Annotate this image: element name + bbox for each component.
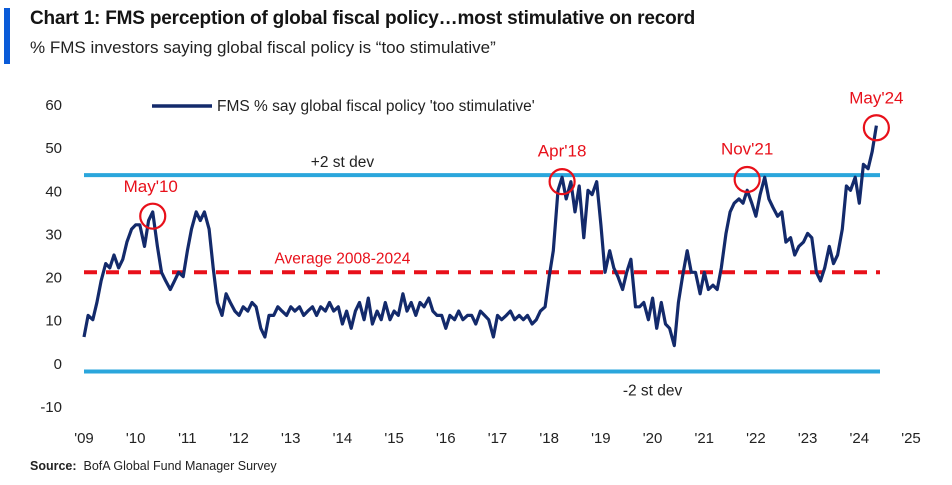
y-tick-label: 0 bbox=[54, 356, 62, 373]
x-tick-label: '25 bbox=[901, 430, 921, 447]
x-tick-label: '15 bbox=[384, 430, 404, 447]
annotation-circle bbox=[862, 114, 890, 142]
source-note: Source: BofA Global Fund Manager Survey bbox=[30, 459, 277, 473]
series-line bbox=[82, 125, 878, 348]
x-tick-label: '13 bbox=[281, 430, 301, 447]
chart-title: Chart 1: FMS perception of global fiscal… bbox=[30, 8, 696, 29]
stdev-line-label: +2 st dev bbox=[311, 154, 375, 171]
stdev-line-label: -2 st dev bbox=[623, 382, 683, 399]
annotation-label: May'24 bbox=[849, 89, 903, 108]
title-accent-bar bbox=[4, 8, 10, 64]
x-tick-label: '16 bbox=[436, 430, 456, 447]
legend-label: FMS % say global fiscal policy 'too stim… bbox=[217, 98, 535, 115]
x-tick-label: '12 bbox=[229, 430, 249, 447]
y-tick-label: -10 bbox=[40, 399, 62, 416]
x-tick-label: '19 bbox=[591, 430, 611, 447]
x-tick-label: '14 bbox=[333, 430, 353, 447]
source-label: Source: bbox=[30, 459, 77, 473]
annotation-label: Nov'21 bbox=[721, 140, 773, 159]
annotation-circle bbox=[139, 202, 167, 230]
y-tick-label: 10 bbox=[45, 313, 62, 330]
y-tick-label: 50 bbox=[45, 140, 62, 157]
annotation-label: Apr'18 bbox=[538, 142, 587, 161]
average-line-label: Average 2008-2024 bbox=[274, 250, 410, 267]
x-tick-label: '23 bbox=[798, 430, 818, 447]
y-tick-label: 30 bbox=[45, 226, 62, 243]
x-tick-label: '10 bbox=[126, 430, 146, 447]
annotation-circle bbox=[548, 168, 576, 196]
x-tick-label: '09 bbox=[74, 430, 94, 447]
x-tick-label: '21 bbox=[694, 430, 714, 447]
source-text: BofA Global Fund Manager Survey bbox=[83, 459, 277, 473]
chart-subtitle: % FMS investors saying global fiscal pol… bbox=[30, 38, 496, 57]
x-tick-label: '17 bbox=[488, 430, 508, 447]
x-tick-label: '18 bbox=[539, 430, 559, 447]
x-tick-label: '20 bbox=[643, 430, 663, 447]
annotation-circle bbox=[733, 165, 761, 194]
annotation-label: May'10 bbox=[124, 177, 178, 196]
y-tick-label: 40 bbox=[45, 183, 62, 200]
x-tick-label: '11 bbox=[178, 430, 196, 447]
x-tick-label: '24 bbox=[850, 430, 870, 447]
y-tick-label: 20 bbox=[45, 270, 62, 287]
x-tick-label: '22 bbox=[746, 430, 766, 447]
y-tick-label: 60 bbox=[45, 97, 62, 114]
